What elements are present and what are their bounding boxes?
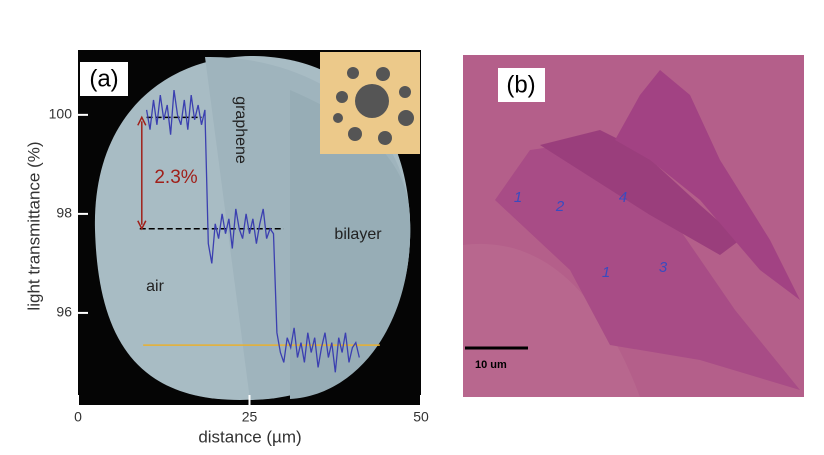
layer-label: 4	[619, 189, 627, 206]
layer-labels: 1 2 4 1 3	[514, 189, 668, 281]
difference-label: 2.3%	[154, 167, 197, 188]
panel-label: (a)	[89, 65, 118, 92]
panel-b-label: (b)	[506, 71, 535, 98]
layer-label: 1	[602, 264, 610, 281]
scale-bar-label: 10 um	[475, 359, 507, 371]
x-tick-label: 0	[74, 409, 82, 425]
y-tick-label: 98	[56, 205, 72, 221]
arrow-head	[137, 115, 147, 126]
disk-bilayer	[290, 90, 411, 399]
x-tick-label: 25	[242, 409, 258, 425]
flake	[495, 140, 800, 390]
graphene-label: graphene	[232, 96, 249, 164]
flake-top	[615, 70, 800, 300]
flake-thick	[540, 130, 740, 255]
layer-label: 1	[514, 189, 522, 206]
air-label: air	[146, 278, 164, 295]
y-tick-label: 96	[56, 304, 72, 320]
bilayer-label: bilayer	[334, 226, 382, 243]
layer-label: 2	[555, 198, 565, 215]
substrate	[463, 243, 640, 397]
x-tick-label: 50	[413, 409, 429, 425]
arrow-head	[137, 220, 147, 231]
y-axis-label: light transmittance (%)	[24, 141, 43, 310]
inset-holes	[333, 67, 414, 145]
transmittance-line	[145, 90, 360, 373]
panel-label-box	[80, 62, 128, 96]
layer-label: 3	[659, 259, 668, 276]
panel-b-label-box	[498, 68, 545, 102]
x-axis-label: distance (µm)	[198, 427, 301, 446]
y-tick-label: 100	[49, 106, 73, 122]
